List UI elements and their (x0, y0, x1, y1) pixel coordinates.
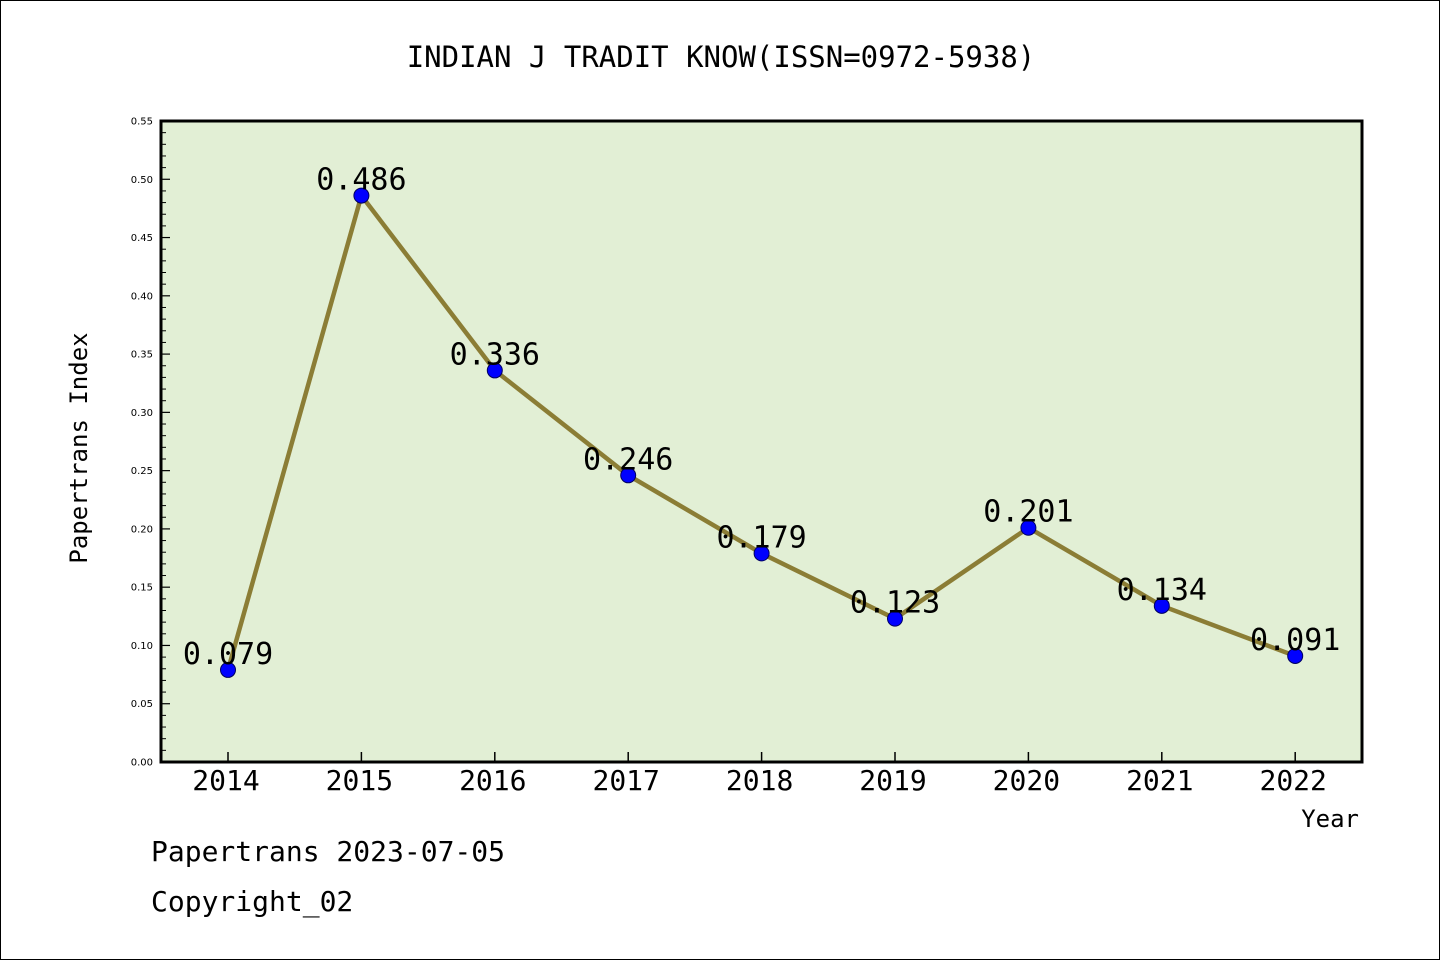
y-tick-label: 0.45 (131, 233, 153, 244)
data-point (1287, 647, 1304, 664)
x-tick-label: 2019 (859, 764, 926, 797)
x-tick-label: 2022 (1259, 764, 1326, 797)
y-tick-label: 0.05 (131, 699, 153, 710)
x-tick-label: 2017 (592, 764, 659, 797)
footer-copyright: Copyright_02 (151, 885, 354, 918)
y-tick-label: 0.10 (131, 641, 153, 652)
y-tick-label: 0.40 (131, 291, 153, 302)
data-point (887, 610, 903, 627)
data-point (753, 545, 770, 562)
chart-title: INDIAN J TRADIT KNOW(ISSN=0972-5938) (407, 40, 1036, 74)
data-point (1020, 519, 1037, 536)
x-tick-label: 2018 (726, 764, 793, 797)
data-point (486, 362, 503, 379)
data-label: 0.486 (316, 163, 406, 198)
y-tick-label: 0.15 (131, 583, 153, 594)
y-tick-label: 0.30 (131, 408, 153, 419)
data-label: 0.134 (1117, 573, 1207, 608)
y-tick-label: 0.25 (131, 466, 153, 477)
y-axis-ticks: 0.00 0.05 0.10 0.15 0.20 0.25 0.30 0.35 0.40 0.45… (131, 117, 170, 769)
x-axis-label: Year (1301, 805, 1359, 833)
data-label: 0.246 (583, 442, 673, 477)
data-point (1153, 597, 1170, 614)
x-tick-label: 2016 (459, 764, 526, 797)
y-tick-label: 0.00 (131, 758, 153, 769)
data-label: 0.079 (183, 637, 273, 672)
data-label: 0.123 (850, 586, 940, 621)
y-tick-label: 0.20 (131, 524, 153, 535)
footer-date: Papertrans 2023-07-05 (151, 835, 506, 868)
data-point (620, 467, 637, 484)
data-point (220, 661, 236, 678)
x-tick-label: 2021 (1126, 764, 1193, 797)
data-label: 0.091 (1250, 623, 1340, 658)
data-labels-group: 0.079 0.486 0.336 0.246 0.179 0.123 0.201 0.134… (183, 163, 1341, 672)
y-tick-label: 0.55 (131, 117, 153, 128)
data-label: 0.201 (983, 495, 1073, 530)
x-axis-ticks: 2014 2015 2016 2017 2018 2019 2020 2021 2022 (192, 752, 1327, 797)
data-label: 0.179 (716, 520, 806, 555)
data-point (353, 187, 370, 204)
x-tick-label: 2014 (192, 764, 259, 797)
x-tick-label: 2020 (993, 764, 1060, 797)
x-tick-label: 2015 (326, 764, 393, 797)
plot-area (159, 119, 1364, 764)
y-axis-label: Papertrans Index (65, 332, 93, 563)
series-group (220, 187, 1304, 678)
data-label: 0.336 (450, 337, 540, 372)
y-axis-minor-ticks (161, 132, 166, 751)
y-tick-label: 0.35 (131, 350, 153, 361)
y-tick-label: 0.50 (131, 175, 153, 186)
